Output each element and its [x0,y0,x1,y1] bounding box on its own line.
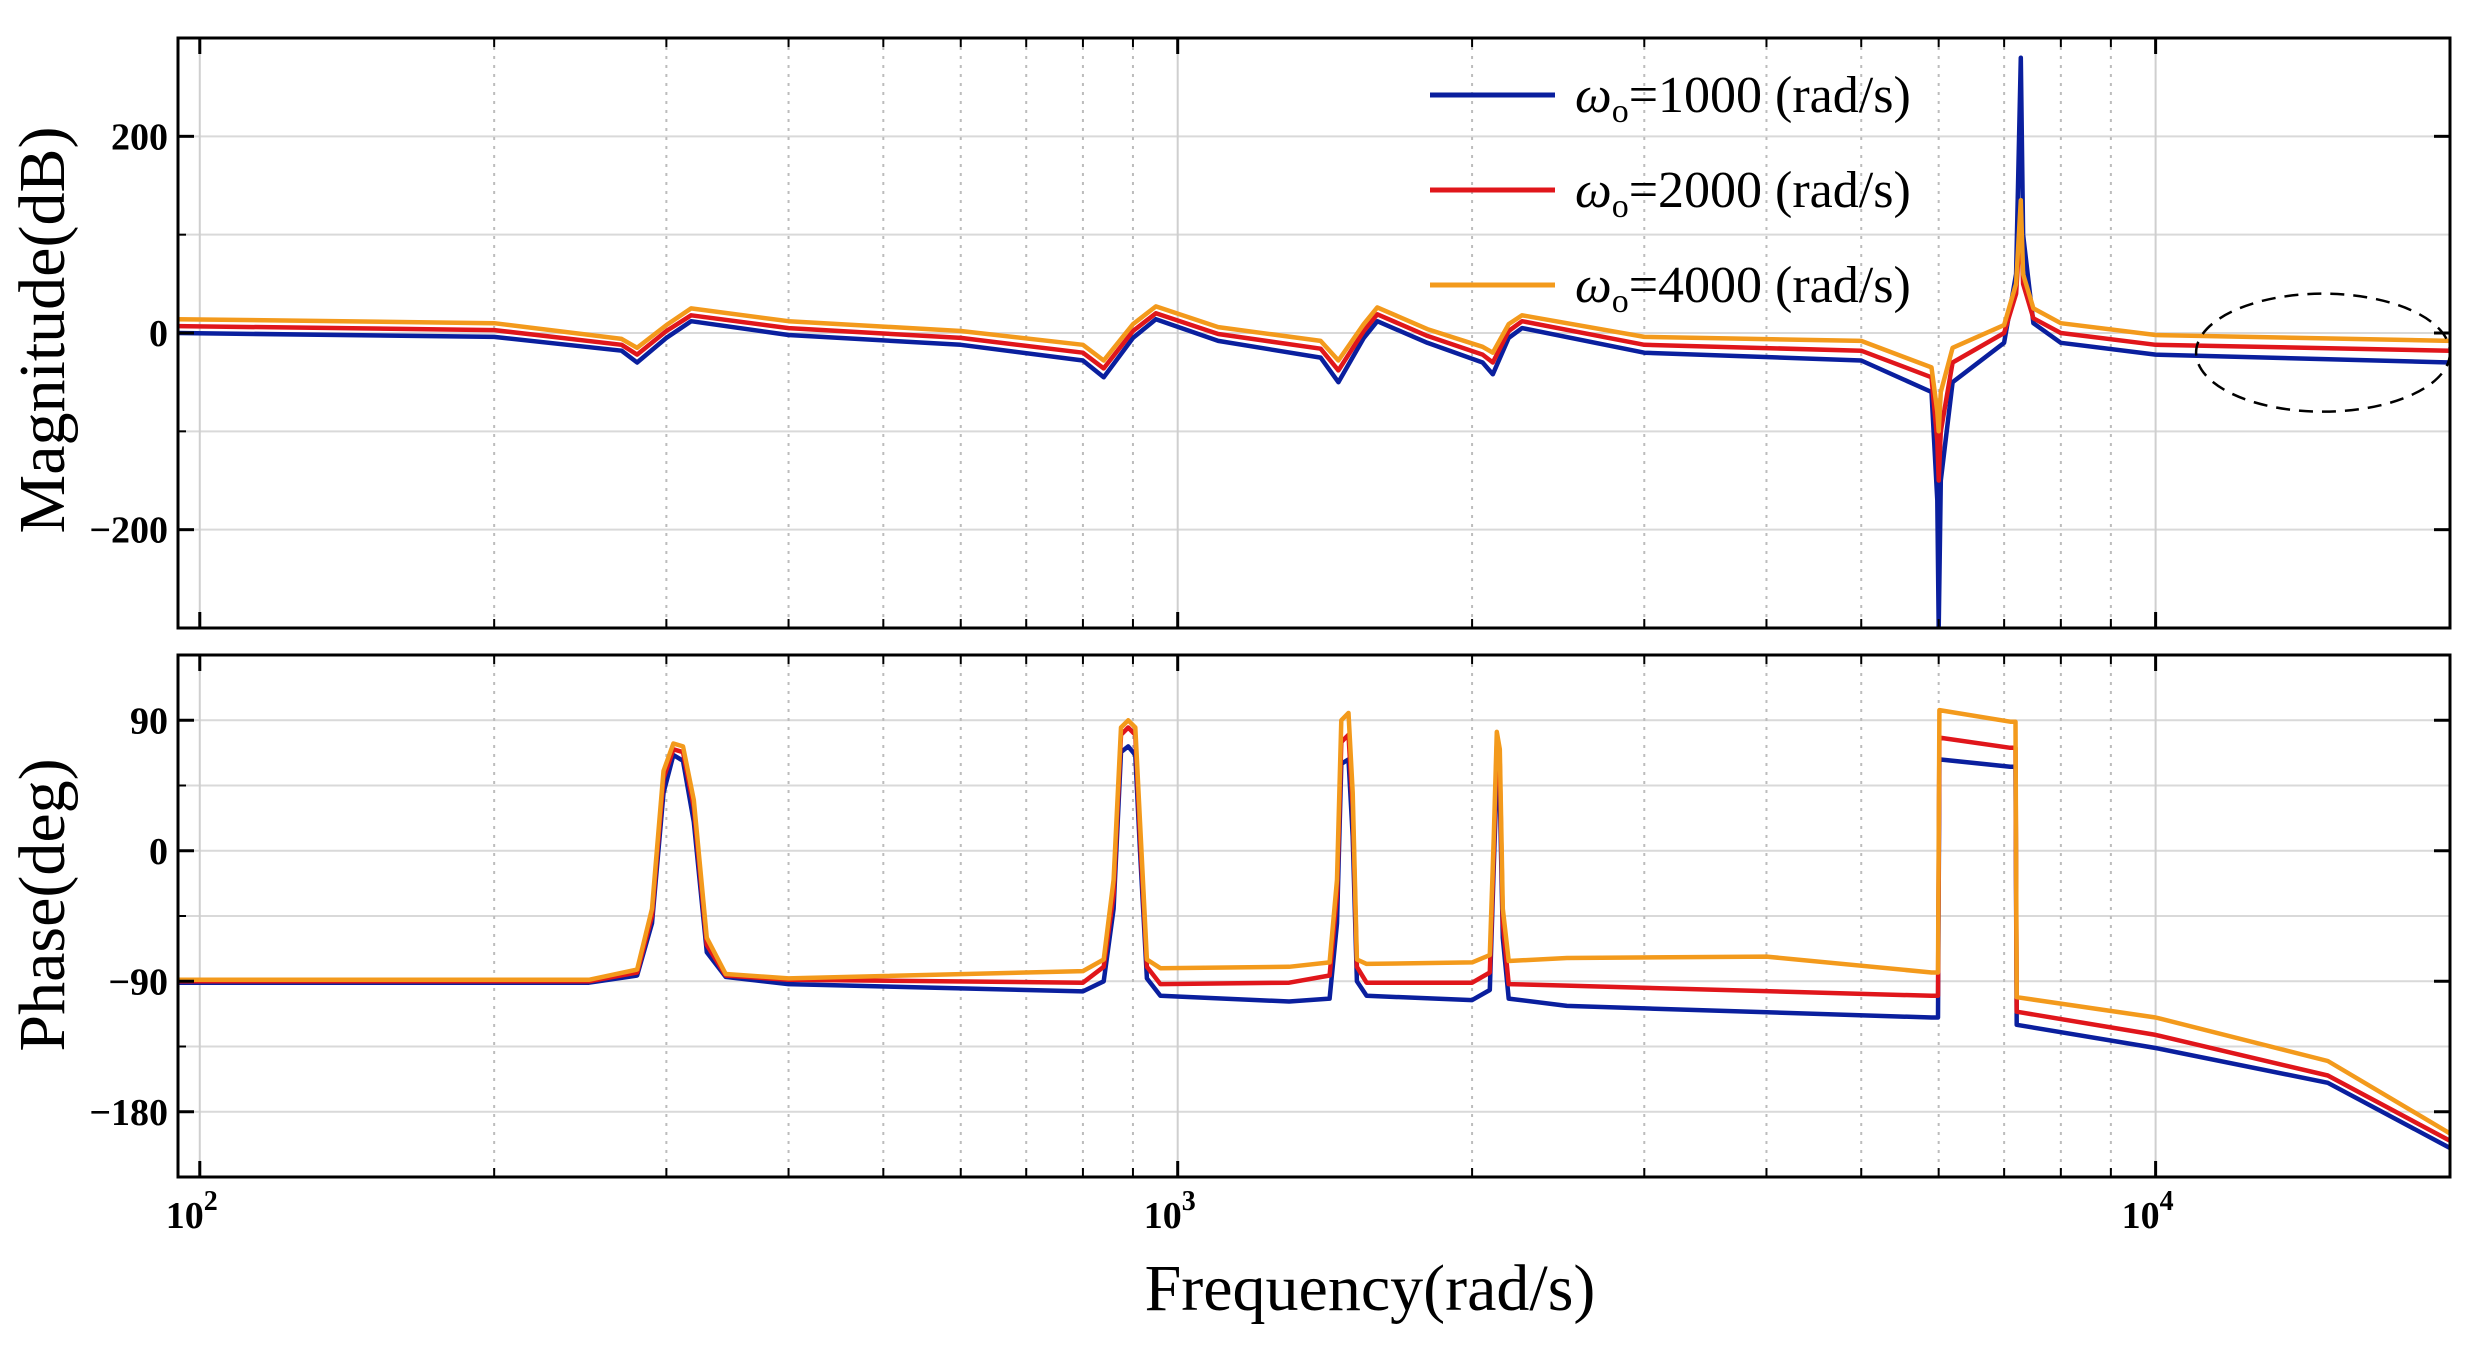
y-tick-label: 0 [149,313,168,355]
series-line-0-1 [178,212,2450,483]
annotation-ellipse [2194,292,2452,413]
y-tick-label: 0 [149,831,168,873]
x-axis: 102 103 104 [166,1186,2174,1237]
legend-label-1: ωo=2000 (rad/s) [1575,162,1911,225]
x-tick-label: 104 [2122,1186,2174,1237]
magnitude-axis-title: Magnitude(dB) [6,127,79,534]
series-line-1-2 [178,707,2450,1136]
phase-panel: 90 0 −90 −180 [89,653,2452,1179]
series-line-0-2 [178,198,2450,434]
legend: ωo=1000 (rad/s) ωo=2000 (rad/s) ωo=4000 (r… [1430,67,1911,320]
x-tick-label: 102 [166,1186,218,1237]
y-tick-label: −90 [108,961,168,1003]
y-tick-label: −200 [89,510,168,552]
legend-label-2: ωo=4000 (rad/s) [1575,257,1911,320]
series-line-1-1 [178,725,2450,1143]
x-axis-title: Frequency(rad/s) [1145,1252,1596,1325]
x-tick-label: 103 [1144,1186,1196,1237]
y-tick-label: 200 [111,116,168,158]
phase-axis-title: Phase(deg) [6,758,79,1051]
y-tick-label: 90 [130,700,168,742]
y-tick-label: −180 [89,1092,168,1134]
legend-label-0: ωo=1000 (rad/s) [1575,67,1911,130]
magnitude-panel: 200 0 −200 [89,36,2452,630]
series-line-0-0 [178,55,2450,628]
series-line-1-0 [178,744,2450,1150]
